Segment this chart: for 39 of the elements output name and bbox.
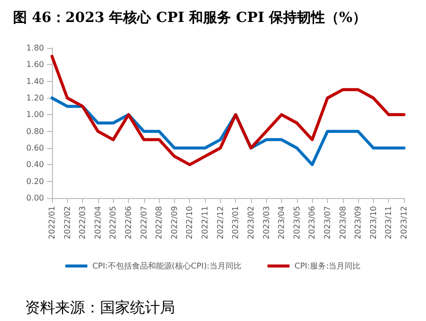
x-tick-label: 2023/10 [368, 206, 378, 240]
y-tick-label: 1.80 [26, 44, 44, 52]
x-tick-label: 2023/11 [384, 206, 394, 240]
x-tick-label: 2022/11 [200, 206, 210, 240]
chart-title: 图 46：2023 年核心 CPI 和服务 CPI 保持韧性（%） [13, 9, 366, 26]
x-tick-label: 2022/01 [48, 206, 56, 240]
x-tick-label: 2022/04 [93, 206, 102, 240]
x-tick-label: 2022/06 [124, 206, 134, 240]
x-tick-label: 2022/07 [139, 206, 148, 240]
legend-label: CPI:服务:当月同比 [294, 262, 361, 270]
x-tick-label: 2022/10 [185, 206, 194, 240]
x-tick-label: 2023/07 [322, 206, 332, 240]
x-tick-label: 2023/04 [277, 206, 286, 240]
x-tick-label: 2022/05 [108, 206, 118, 240]
y-tick-label: 1.40 [26, 76, 44, 86]
x-tick-label: 2022/03 [78, 206, 88, 240]
y-tick-label: 1.60 [26, 60, 44, 70]
x-tick-label: 2023/05 [292, 206, 302, 240]
legend-label: CPI:不包括食品和能源(核心CPI):当月同比 [92, 262, 242, 270]
x-tick-label: 2023/06 [308, 206, 317, 240]
line-series [50, 54, 406, 166]
y-tick-label: 0.40 [26, 160, 44, 170]
x-tick-label: 2023/03 [262, 206, 271, 240]
y-tick-label: 1.20 [26, 94, 44, 102]
x-tick-label: 2023/02 [246, 206, 256, 240]
y-tick-label: 0.00 [26, 194, 44, 202]
text: 资料来源：国家统计局 [25, 298, 175, 316]
y-tick-label: 0.60 [26, 144, 44, 152]
x-tick-label: 2023/08 [338, 206, 348, 240]
y-tick-label: 0.20 [26, 176, 44, 186]
y-tick-label: 1.00 [26, 110, 44, 120]
x-tick-label: 2022/12 [216, 206, 225, 240]
x-tick-label: 2023/09 [354, 206, 363, 240]
x-tick-label: 2023/01 [231, 206, 240, 240]
x-tick-label: 2022/08 [154, 206, 164, 240]
x-tick-label: 2022/02 [62, 206, 72, 240]
x-tick-label: 2022/09 [170, 206, 179, 240]
x-tick-label: 2023/12 [400, 206, 408, 240]
y-tick-label: 0.80 [26, 126, 44, 136]
